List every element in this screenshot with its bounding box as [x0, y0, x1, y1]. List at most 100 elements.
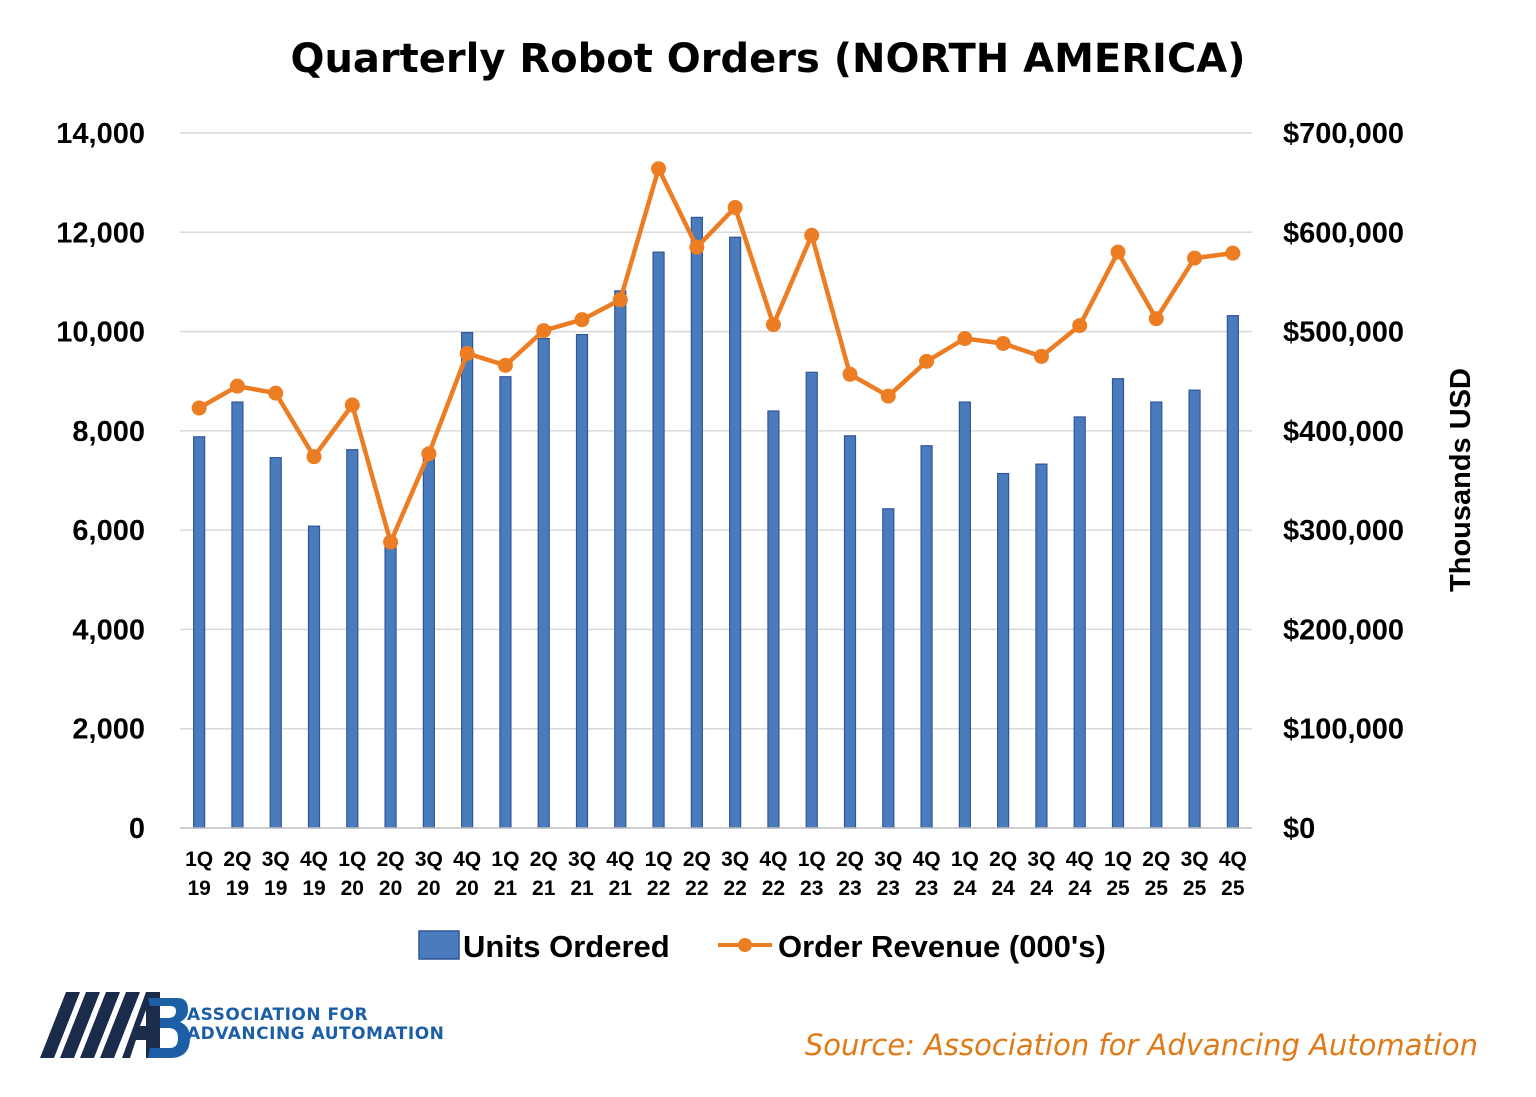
revenue-point [765, 317, 781, 333]
bar [690, 216, 703, 829]
revenue-point [574, 312, 590, 328]
right-tick-label: $100,000 [1283, 714, 1404, 746]
revenue-point [804, 227, 820, 243]
revenue-point [268, 385, 284, 401]
bar [461, 331, 474, 829]
left-tick-label: 12,000 [56, 217, 145, 249]
revenue-point [383, 534, 399, 550]
chart-title: Quarterly Robot Orders (NORTH AMERICA) [290, 36, 1245, 82]
a3-logo: ASSOCIATION FOR ADVANCING AUTOMATION [40, 992, 444, 1058]
x-tick-label: 2Q 25 [1142, 848, 1170, 900]
revenue-point [995, 335, 1011, 351]
left-tick-label: 0 [129, 813, 145, 845]
bar [537, 337, 550, 829]
x-tick-label: 3Q 22 [721, 848, 749, 900]
x-tick-label: 1Q 19 [185, 848, 213, 900]
right-axis-label: Thousands USD [1445, 368, 1477, 592]
revenue-point [421, 446, 437, 462]
x-tick-label: 2Q 19 [223, 848, 251, 900]
right-axis-ticks: $0 $100,000 $200,000 $300,000 $400,000 $500,0… [1283, 118, 1404, 845]
x-tick-label: 2Q 23 [836, 848, 864, 900]
x-tick-label: 1Q 24 [951, 848, 979, 900]
revenue-point [306, 449, 322, 465]
bar [652, 251, 665, 829]
bar [843, 435, 857, 829]
x-tick-label: 1Q 25 [1104, 848, 1132, 900]
x-tick-label: 2Q 22 [683, 848, 711, 900]
x-tick-label: 4Q 19 [300, 848, 328, 900]
x-tick-label: 1Q 20 [338, 848, 366, 900]
left-tick-label: 6,000 [72, 515, 145, 547]
x-tick-label: 3Q 20 [415, 848, 443, 900]
gridlines [180, 132, 1252, 730]
revenue-point [1072, 318, 1088, 334]
bar [729, 236, 742, 829]
x-tick-label: 2Q 20 [377, 848, 405, 900]
bar [1150, 401, 1163, 829]
revenue-point [842, 366, 858, 382]
bar [1188, 389, 1201, 829]
bar [384, 541, 397, 829]
x-tick-label: 2Q 21 [530, 848, 558, 900]
bar [422, 453, 435, 829]
revenue-point [497, 357, 513, 373]
bar [269, 457, 282, 829]
revenue-point [957, 331, 973, 347]
revenue-point [612, 292, 628, 308]
x-tick-label: 3Q 19 [262, 848, 290, 900]
logo-letter-a [122, 992, 160, 1058]
bar [1226, 315, 1239, 829]
revenue-point [689, 239, 705, 255]
bar [307, 525, 321, 829]
bar [767, 410, 780, 829]
x-axis-ticks: 1Q 19 2Q 19 3Q 19 4Q 19 1Q 20 2Q 20 3Q 20 4Q 20 1Q 21 2Q 21… [185, 848, 1247, 900]
revenue-point [191, 400, 207, 416]
revenue-point [1148, 311, 1164, 327]
line-order-revenue [191, 161, 1241, 550]
legend: Units Ordered Order Revenue (000's) [418, 929, 1106, 964]
right-tick-label: $400,000 [1283, 416, 1404, 448]
x-tick-label: 3Q 24 [1027, 848, 1055, 900]
revenue-point [919, 353, 935, 369]
left-tick-label: 8,000 [72, 416, 145, 448]
x-tick-label: 4Q 25 [1219, 848, 1247, 900]
x-tick-label: 3Q 23 [874, 848, 902, 900]
bar [193, 436, 206, 829]
left-tick-label: 14,000 [56, 118, 145, 150]
right-tick-label: $700,000 [1283, 118, 1404, 150]
bar [1035, 463, 1048, 829]
left-axis-ticks: 0 2,000 4,000 6,000 8,000 10,000 12,000 14,000 [56, 118, 145, 845]
revenue-point [1225, 245, 1241, 261]
logo-text-line2: ADVANCING AUTOMATION [187, 1024, 444, 1044]
revenue-point [459, 345, 475, 361]
logo-slash-4 [100, 992, 140, 1058]
bar [614, 290, 627, 829]
legend-label-units: Units Ordered [463, 929, 670, 964]
bar [1111, 378, 1125, 829]
bar [997, 472, 1010, 829]
source-note: Source: Association for Advancing Automa… [805, 1028, 1478, 1062]
bar [958, 401, 971, 829]
logo-text-line1: ASSOCIATION FOR [187, 1005, 368, 1025]
right-tick-label: $300,000 [1283, 515, 1404, 547]
bar [575, 333, 589, 829]
revenue-point [1033, 348, 1049, 364]
legend-label-revenue: Order Revenue (000's) [778, 929, 1106, 964]
left-tick-label: 10,000 [56, 317, 145, 349]
legend-marker-revenue [738, 938, 752, 952]
bar [499, 376, 512, 829]
logo-slash-3 [80, 992, 120, 1058]
x-tick-label: 4Q 20 [453, 848, 481, 900]
right-tick-label: $200,000 [1283, 614, 1404, 646]
revenue-line [197, 166, 1234, 545]
x-tick-label: 1Q 21 [491, 848, 519, 900]
bar [882, 508, 895, 829]
logo-slash-2 [60, 992, 100, 1058]
x-tick-label: 3Q 25 [1181, 848, 1209, 900]
right-tick-label: $500,000 [1283, 317, 1404, 349]
logo-number-3 [148, 998, 190, 1058]
bar [1073, 416, 1086, 829]
bar [920, 445, 933, 829]
x-tick-label: 3Q 21 [568, 848, 596, 900]
